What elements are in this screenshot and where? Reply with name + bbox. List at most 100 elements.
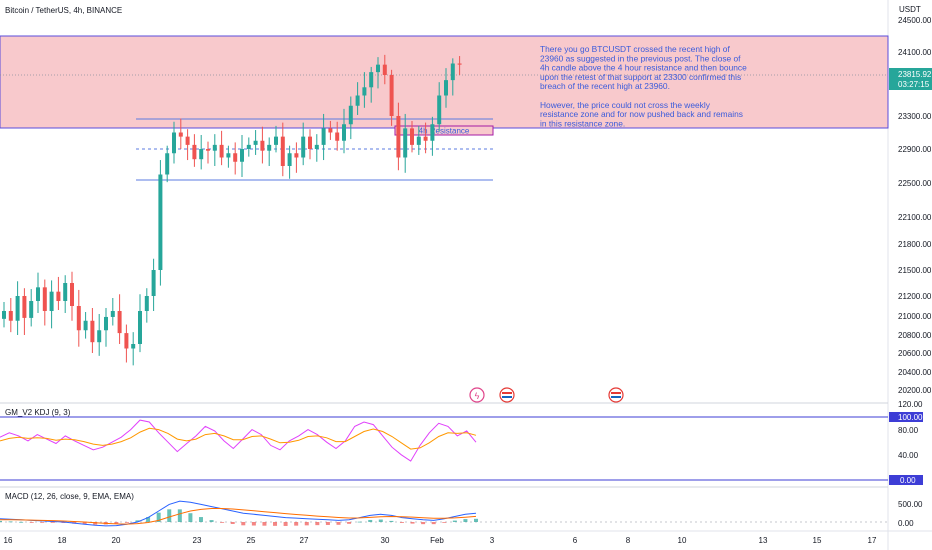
chart-title[interactable]: Bitcoin / TetherUS, 4h, BINANCE	[5, 6, 122, 15]
candle-body	[321, 128, 326, 145]
macd-histogram-bar	[410, 522, 415, 524]
candle-body	[144, 296, 149, 311]
macd-histogram-bar	[241, 522, 246, 526]
time-tick-label: 18	[58, 536, 67, 545]
candle-body	[369, 72, 374, 88]
candle-body	[444, 80, 448, 96]
time-tick-label: 25	[247, 536, 256, 545]
candle-body	[423, 136, 428, 141]
macd-histogram-bar	[209, 520, 214, 522]
candle-body	[22, 296, 27, 318]
macd-histogram-bar	[262, 522, 267, 526]
candle-body	[178, 132, 183, 137]
candle-body	[219, 144, 224, 158]
candle-body	[301, 136, 306, 158]
candle-body	[267, 144, 272, 151]
annotation-line: upon the retest of that support at 23300…	[540, 72, 741, 82]
macd-histogram-bar	[273, 522, 278, 526]
event-icons[interactable]: ϟ	[469, 387, 624, 403]
macd-histogram-bar	[167, 509, 172, 522]
flag-stripe-icon	[611, 392, 621, 394]
candle-body	[240, 149, 244, 162]
price-tick-label: 22500.00	[898, 179, 932, 188]
price-tick-label: 21000.00	[898, 312, 932, 321]
time-axis[interactable]: 16 18 20 23 25 27 30 Feb 3 6 8 10 13 15 17	[4, 536, 877, 545]
price-tick-label: 21500.00	[898, 266, 932, 275]
time-tick-label: 3	[490, 536, 495, 545]
macd-histogram-bar	[156, 512, 161, 522]
macd-histogram-bar	[114, 522, 119, 524]
us-flag-event-icon[interactable]	[499, 387, 515, 403]
lightning-event-icon[interactable]	[469, 387, 485, 403]
candle-body	[212, 144, 217, 151]
candle-body	[226, 153, 231, 158]
candle-body	[117, 311, 122, 334]
time-tick-label: 30	[381, 536, 390, 545]
candlestick-series	[2, 54, 462, 366]
macd-tick-label: 500.00	[898, 500, 923, 509]
macd-histogram-bar	[29, 522, 34, 523]
macd-histogram-bar	[177, 509, 182, 522]
time-tick-label: 8	[626, 536, 631, 545]
kdj-lower-badge	[889, 475, 923, 485]
candle-body	[328, 128, 333, 133]
macd-histogram-bar	[124, 522, 129, 523]
candle-body	[138, 311, 142, 344]
candle-body	[199, 149, 204, 160]
time-tick-label: 20	[112, 536, 121, 545]
candle-body	[206, 149, 210, 151]
macd-histogram-bar	[40, 522, 45, 523]
macd-histogram-bar	[251, 522, 256, 526]
candle-body	[63, 283, 68, 301]
kdj-upper-badge-value: 100.00	[898, 413, 923, 422]
macd-histogram-bar	[0, 520, 2, 522]
candle-body	[253, 140, 258, 145]
candle-body	[29, 301, 34, 318]
candle-body	[2, 311, 6, 319]
candle-body	[131, 344, 136, 349]
annotation-text[interactable]: There you go BTCUSDT crossed the recent …	[540, 44, 747, 128]
macd-histogram-bar	[368, 519, 373, 522]
macd-histogram-bar	[378, 519, 383, 522]
us-flag-event-icon[interactable]	[608, 387, 624, 403]
kdj-title[interactable]: GM_V2 KDJ (9, 3)	[5, 408, 71, 417]
time-tick-label: Feb	[430, 536, 444, 545]
macd-histogram-bar	[220, 522, 225, 523]
candle-body	[308, 136, 312, 149]
macd-histogram-bar	[230, 522, 235, 524]
macd-histogram-bar	[93, 522, 98, 525]
annotation-line: resistance zone and for now pushed back …	[540, 109, 743, 119]
macd-histogram-bar	[325, 522, 330, 525]
time-tick-label: 6	[573, 536, 578, 545]
candle-body	[403, 128, 408, 158]
kdj-lower-badge-value: 0.00	[900, 476, 916, 485]
candle-body	[36, 287, 40, 301]
macd-histogram-bar	[50, 522, 55, 523]
candle-body	[335, 132, 340, 141]
candle-body	[70, 283, 74, 306]
time-tick-label: 10	[678, 536, 687, 545]
kdj-upper-badge	[889, 412, 923, 422]
candle-body	[246, 144, 251, 149]
candle-body	[192, 144, 197, 160]
candle-body	[416, 136, 421, 145]
macd-histogram-bar	[389, 520, 394, 522]
annotation-line: in this resistance zone.	[540, 118, 625, 128]
macd-histogram-bar	[399, 522, 404, 523]
macd-histogram-bar	[315, 522, 320, 526]
candle-body	[280, 136, 285, 166]
candle-body	[151, 270, 156, 296]
macd-histogram-bar	[452, 520, 457, 522]
kdj-tick-label: 40.00	[898, 451, 919, 460]
macd-histogram-bar	[135, 520, 140, 522]
4h-resistance-box[interactable]	[394, 125, 494, 136]
macd-histogram-bar	[442, 522, 447, 523]
candle-body	[396, 116, 401, 158]
candle-body	[437, 95, 442, 125]
macd-title[interactable]: MACD (12, 26, close, 9, EMA, EMA)	[5, 492, 134, 501]
candle-body	[314, 144, 319, 149]
candle-body	[97, 330, 102, 343]
candle-body	[49, 291, 54, 311]
macd-axis: 500.00 0.00	[898, 500, 923, 528]
